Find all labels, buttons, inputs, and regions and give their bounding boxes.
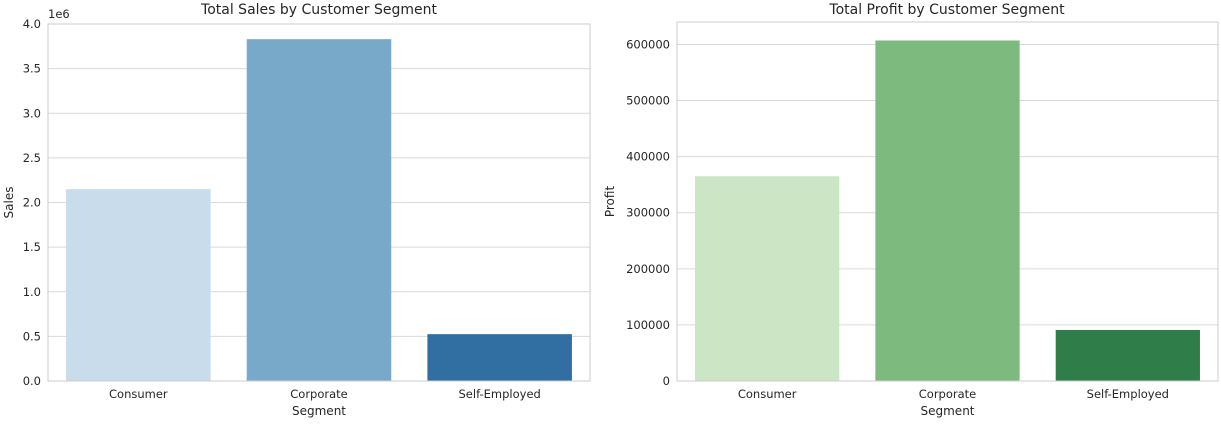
profit-ytick-label: 400000 (626, 150, 670, 164)
profit-ytick-label: 200000 (626, 262, 670, 276)
profit-bar-self-employed (1055, 329, 1200, 381)
sales-chart-title: Total Sales by Customer Segment (200, 2, 437, 18)
sales-ytick-label: 1.0 (23, 285, 41, 299)
profit-bar-corporate (875, 40, 1020, 382)
profit-ytick-label: 500000 (626, 94, 670, 108)
profit-chart: 0 100000 200000 300000 400000 500000 600000 Con… (603, 2, 1219, 418)
sales-ytick-label: 2.5 (23, 151, 41, 165)
profit-xtick-label: Self-Employed (1087, 387, 1169, 401)
profit-plot-frame (676, 21, 1219, 382)
sales-xtick-label: Consumer (109, 387, 168, 401)
sales-ytick-label: 4.0 (23, 17, 41, 31)
sales-y-axis-label: Sales (2, 187, 16, 219)
profit-ytick-label: 100000 (626, 318, 670, 332)
sales-ytick-label: 2.0 (23, 196, 41, 210)
profit-ytick-label: 300000 (626, 206, 670, 220)
sales-ytick-label: 3.5 (23, 62, 41, 76)
sales-plot-frame (47, 23, 591, 382)
sales-axis-offset-label: 1e6 (48, 7, 70, 21)
profit-chart-title: Total Profit by Customer Segment (828, 2, 1065, 18)
profit-y-axis-label: Profit (603, 186, 617, 218)
sales-ytick-label: 3.0 (23, 106, 41, 120)
sales-ytick-label: 0.5 (23, 329, 41, 343)
profit-x-axis-label: Segment (921, 404, 975, 418)
profit-ytick-label: 600000 (626, 37, 670, 51)
profit-ytick-label: 0 (663, 374, 670, 388)
sales-bar-corporate (246, 39, 392, 382)
sales-xtick-label: Corporate (290, 387, 348, 401)
sales-ytick-label: 1.5 (23, 240, 41, 254)
profit-xtick-label: Corporate (919, 387, 977, 401)
profit-bar-consumer (695, 176, 840, 381)
profit-xtick-label: Consumer (738, 387, 797, 401)
sales-bar-consumer (66, 189, 211, 381)
sales-chart: 0.0 0.5 1.0 1.5 2.0 2.5 3.0 3.5 4.0 Consumer Corpo… (2, 2, 591, 418)
sales-xtick-label: Self-Employed (459, 387, 541, 401)
sales-ytick-label: 0.0 (23, 374, 41, 388)
sales-x-axis-label: Segment (292, 404, 346, 418)
sales-bar-self-employed (427, 334, 572, 381)
